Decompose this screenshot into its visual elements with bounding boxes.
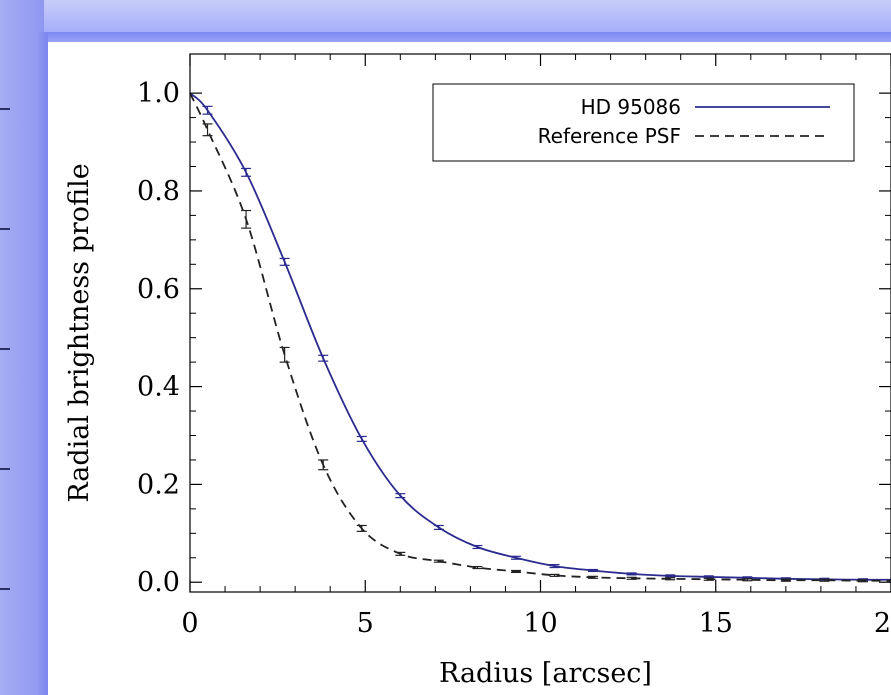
legend: HD 95086 Reference PSF	[432, 83, 855, 162]
slide-background-left	[0, 0, 44, 695]
tick-labels-layer: 0 5 10 15 20 0.0 0.2 0.4 0.6 0.8 1.0	[137, 78, 891, 639]
series-layer	[189, 92, 891, 583]
plot-area-frame	[189, 53, 891, 593]
frame-tick	[0, 348, 10, 350]
y-tick-label: 1.0	[137, 78, 180, 109]
y-tick-label: 0.0	[137, 567, 180, 598]
frame-tick	[0, 588, 10, 590]
y-tick-label: 0.2	[137, 469, 180, 500]
y-tick-label: 0.6	[137, 274, 180, 305]
x-tick-label: 20	[874, 608, 891, 639]
legend-box	[432, 83, 855, 162]
y-tick-label: 0.8	[137, 176, 180, 207]
radial-profile-chart: 0 5 10 15 20 0.0 0.2 0.4 0.6 0.8 1.0 HD 95086 Refe…	[64, 53, 891, 689]
frame-tick	[0, 108, 10, 110]
frame-tick	[0, 468, 10, 470]
legend-label-reference-psf: Reference PSF	[538, 124, 681, 148]
series-line-hd-95086	[189, 92, 891, 581]
legend-label-hd95086: HD 95086	[581, 95, 681, 119]
x-axis-label: Radius [arcsec]	[439, 658, 652, 689]
x-tick-label: 5	[357, 608, 374, 639]
frame-tick	[0, 228, 10, 230]
x-tick-label: 0	[181, 608, 198, 639]
frame-top-border	[44, 32, 891, 42]
frame-left-border	[38, 32, 48, 695]
x-tick-label: 15	[699, 608, 733, 639]
chart-panel: 0 5 10 15 20 0.0 0.2 0.4 0.6 0.8 1.0 HD 95086 Refe…	[48, 42, 891, 695]
y-axis-label: Radial brightness profile	[64, 163, 95, 502]
series-line-reference-psf	[189, 92, 891, 582]
y-tick-label: 0.4	[137, 372, 180, 403]
slide-background-top	[0, 0, 891, 32]
x-tick-label: 10	[523, 608, 557, 639]
